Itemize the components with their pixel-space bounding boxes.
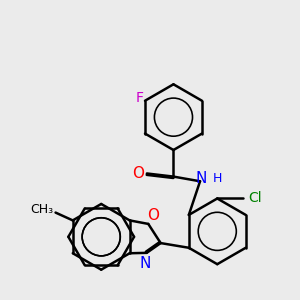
- Text: CH₃: CH₃: [30, 203, 53, 216]
- Text: O: O: [132, 166, 144, 181]
- Text: N: N: [196, 171, 207, 186]
- Text: N: N: [140, 256, 151, 271]
- Text: Cl: Cl: [249, 191, 262, 206]
- Text: O: O: [147, 208, 159, 223]
- Text: F: F: [135, 91, 143, 105]
- Text: H: H: [213, 172, 222, 185]
